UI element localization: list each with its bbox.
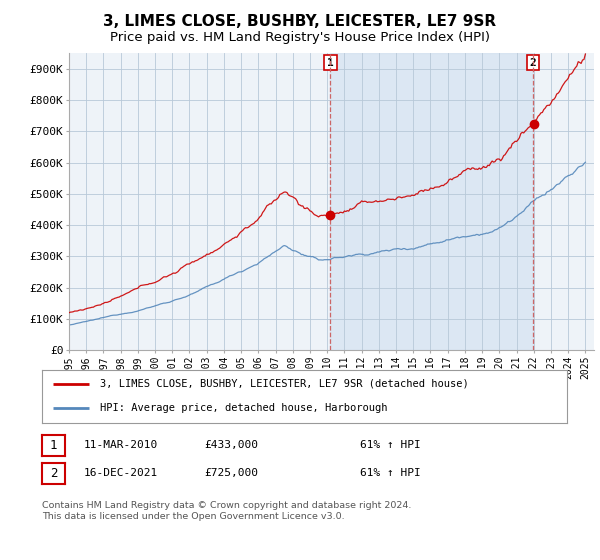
Text: 1: 1	[327, 58, 334, 68]
Text: 2: 2	[50, 466, 57, 480]
Text: 3, LIMES CLOSE, BUSHBY, LEICESTER, LE7 9SR: 3, LIMES CLOSE, BUSHBY, LEICESTER, LE7 9…	[103, 14, 497, 29]
Text: 16-DEC-2021: 16-DEC-2021	[84, 468, 158, 478]
Text: 2: 2	[530, 58, 536, 68]
Text: 1: 1	[50, 438, 57, 452]
Text: Contains HM Land Registry data © Crown copyright and database right 2024.
This d: Contains HM Land Registry data © Crown c…	[42, 501, 412, 521]
Bar	[331, 53, 533, 350]
Text: £433,000: £433,000	[204, 440, 258, 450]
Text: 3, LIMES CLOSE, BUSHBY, LEICESTER, LE7 9SR (detached house): 3, LIMES CLOSE, BUSHBY, LEICESTER, LE7 9…	[100, 379, 469, 389]
Text: 61% ↑ HPI: 61% ↑ HPI	[360, 440, 421, 450]
Text: Price paid vs. HM Land Registry's House Price Index (HPI): Price paid vs. HM Land Registry's House …	[110, 31, 490, 44]
Text: HPI: Average price, detached house, Harborough: HPI: Average price, detached house, Harb…	[100, 403, 387, 413]
Text: 11-MAR-2010: 11-MAR-2010	[84, 440, 158, 450]
Text: 61% ↑ HPI: 61% ↑ HPI	[360, 468, 421, 478]
Text: £725,000: £725,000	[204, 468, 258, 478]
